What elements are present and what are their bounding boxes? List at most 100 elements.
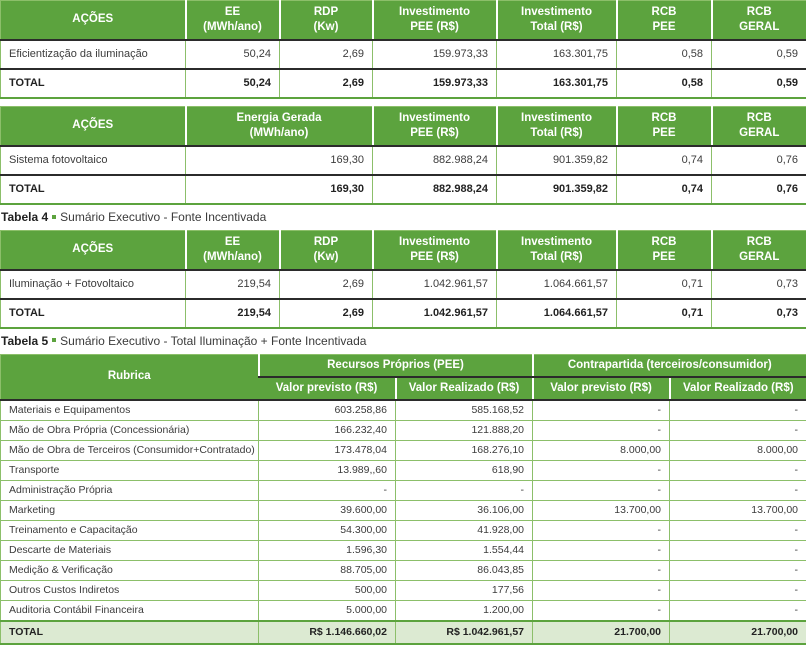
column-header-investimento-total: Investimento Total (R$) [497, 106, 617, 145]
column-header-ee: EE (MWh/ano) [186, 230, 280, 269]
cell-value: 2,69 [280, 299, 373, 328]
cell-value: 13.700,00 [533, 500, 670, 520]
column-header-rcb-pee: RCB PEE [617, 106, 712, 145]
column-header-investimento-pee: Investimento PEE (R$) [373, 230, 497, 269]
cell-value: 1.042.961,57 [373, 299, 497, 328]
cell-value: - [670, 400, 806, 421]
cell-value: 13.700,00 [670, 500, 806, 520]
cell-value: 0,71 [617, 270, 712, 299]
cell-value: - [533, 540, 670, 560]
column-header-valor-realizado-pee: Valor Realizado (R$) [396, 377, 533, 400]
cell-value: 13.989,,60 [259, 460, 396, 480]
cell-value: 500,00 [259, 580, 396, 600]
row-label: Materiais e Equipamentos [1, 400, 259, 421]
row-label: Treinamento e Capacitação [1, 520, 259, 540]
table-sumario-iluminacao: AÇÕES EE (MWh/ano) RDP (Kw) Investimento… [0, 0, 806, 99]
cell-value: - [670, 520, 806, 540]
cell-value: 901.359,82 [497, 146, 617, 175]
cell-value: 0,59 [712, 40, 806, 69]
cell-value: 0,73 [712, 270, 806, 299]
cell-value: 585.168,52 [396, 400, 533, 421]
cell-value: 219,54 [186, 299, 280, 328]
cell-value: 21.700,00 [533, 621, 670, 644]
cell-value: 88.705,00 [259, 560, 396, 580]
cell-value: - [533, 420, 670, 440]
cell-value: 163.301,75 [497, 40, 617, 69]
column-header-acoes: AÇÕES [1, 106, 186, 145]
cell-value: 618,90 [396, 460, 533, 480]
cell-value: 882.988,24 [373, 175, 497, 204]
cell-value: 1.042.961,57 [373, 270, 497, 299]
row-label: Descarte de Materiais [1, 540, 259, 560]
row-label: Iluminação + Fotovoltaico [1, 270, 186, 299]
cell-value: 1.064.661,57 [497, 270, 617, 299]
cell-value: 0,76 [712, 175, 806, 204]
cell-value: 5.000,00 [259, 600, 396, 621]
column-header-rcb-geral: RCB GERAL [712, 1, 806, 40]
table-total-iluminacao-fonte: AÇÕES EE (MWh/ano) RDP (Kw) Investimento… [0, 230, 806, 329]
row-label: Mão de Obra Própria (Concessionária) [1, 420, 259, 440]
caption-label: Tabela 4 [1, 210, 48, 224]
cell-value: 2,69 [280, 69, 373, 98]
cell-value: R$ 1.146.660,02 [259, 621, 396, 644]
column-header-ee: EE (MWh/ano) [186, 1, 280, 40]
cell-value: 0,58 [617, 40, 712, 69]
row-label: Mão de Obra de Terceiros (Consumidor+Con… [1, 440, 259, 460]
row-label: Medição & Verificação [1, 560, 259, 580]
caption-text: Sumário Executivo - Total Iluminação + F… [60, 334, 366, 348]
cell-value: R$ 1.042.961,57 [396, 621, 533, 644]
caption-text: Sumário Executivo - Fonte Incentivada [60, 210, 266, 224]
cell-value: 50,24 [186, 40, 280, 69]
table-row: Administração Própria---- [1, 480, 806, 500]
cell-value: 166.232,40 [259, 420, 396, 440]
row-label: Outros Custos Indiretos [1, 580, 259, 600]
caption-tabela-4: Tabela 4 Sumário Executivo - Fonte Incent… [1, 210, 806, 224]
cell-value: - [670, 420, 806, 440]
total-label: TOTAL [1, 621, 259, 644]
column-header-valor-realizado-contrapartida: Valor Realizado (R$) [670, 377, 806, 400]
cell-value: - [533, 560, 670, 580]
column-header-rcb-pee: RCB PEE [617, 230, 712, 269]
cell-value: 21.700,00 [670, 621, 806, 644]
row-label: Transporte [1, 460, 259, 480]
cell-value: 159.973,33 [373, 69, 497, 98]
cell-value: 0,58 [617, 69, 712, 98]
total-label: TOTAL [1, 175, 186, 204]
cell-value: - [533, 480, 670, 500]
cell-value: 39.600,00 [259, 500, 396, 520]
column-header-acoes: AÇÕES [1, 1, 186, 40]
cell-value: 8.000,00 [670, 440, 806, 460]
column-header-valor-previsto-contrapartida: Valor previsto (R$) [533, 377, 670, 400]
cell-value: 0,71 [617, 299, 712, 328]
cell-value: - [670, 540, 806, 560]
cell-value: 159.973,33 [373, 40, 497, 69]
cell-value: - [396, 480, 533, 500]
cell-value: 163.301,75 [497, 69, 617, 98]
column-header-valor-previsto-pee: Valor previsto (R$) [259, 377, 396, 400]
group-header-contrapartida: Contrapartida (terceiros/consumidor) [533, 354, 806, 376]
table-rubricas: Rubrica Recursos Próprios (PEE) Contrapa… [0, 354, 806, 645]
cell-value: 2,69 [280, 270, 373, 299]
cell-value: 41.928,00 [396, 520, 533, 540]
total-label: TOTAL [1, 299, 186, 328]
cell-value: 0,74 [617, 146, 712, 175]
row-label: Sistema fotovoltaico [1, 146, 186, 175]
row-label: Administração Própria [1, 480, 259, 500]
cell-value: 121.888,20 [396, 420, 533, 440]
